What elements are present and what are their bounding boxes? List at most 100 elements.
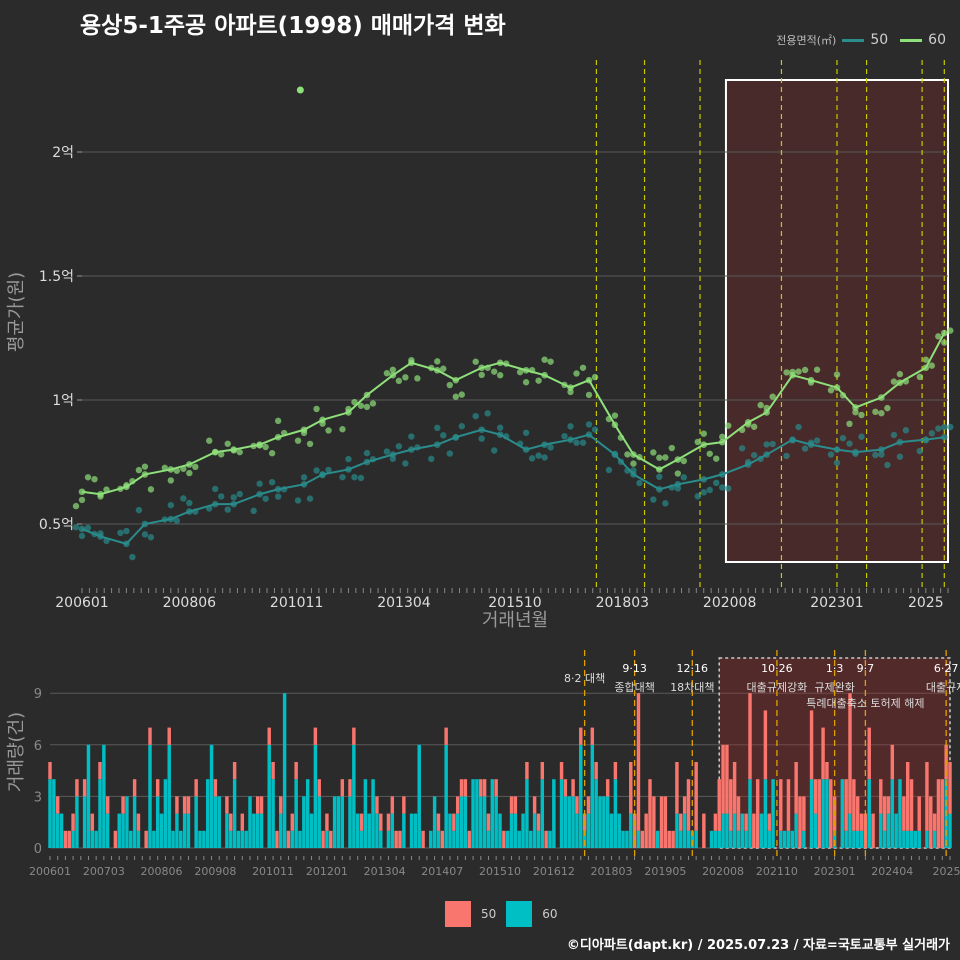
bar-60 <box>763 779 768 848</box>
data-point <box>306 440 314 448</box>
bar-50 <box>544 830 548 848</box>
data-point <box>274 493 282 500</box>
data-point <box>585 421 593 428</box>
bar-60 <box>552 779 556 848</box>
data-point <box>363 391 371 399</box>
data-point <box>789 437 796 444</box>
bar-50 <box>779 779 783 831</box>
data-point <box>878 451 885 458</box>
data-point <box>206 437 213 444</box>
x-tick-label: 201407 <box>421 865 463 878</box>
bar-50 <box>525 762 529 780</box>
bar-60 <box>782 830 787 848</box>
data-point <box>123 527 130 535</box>
bar-50 <box>932 813 937 831</box>
data-point <box>496 372 504 379</box>
data-point <box>192 508 199 515</box>
bar-60 <box>925 830 929 848</box>
bar-50 <box>817 779 821 848</box>
data-point <box>72 502 80 510</box>
data-point <box>591 373 599 381</box>
bar-60 <box>125 796 129 848</box>
bar-60 <box>567 796 571 848</box>
data-point <box>274 433 282 441</box>
bar-50 <box>75 779 79 797</box>
data-point <box>896 453 904 460</box>
x-tick-label: 200908 <box>194 865 236 878</box>
bar-50 <box>71 813 75 831</box>
bar-50 <box>713 813 718 831</box>
data-point <box>402 374 409 381</box>
bar-50 <box>748 693 752 780</box>
data-point <box>827 451 835 458</box>
bar-50 <box>113 830 118 848</box>
data-point <box>161 464 169 472</box>
data-point <box>84 524 92 532</box>
data-point <box>922 356 929 363</box>
bar-60 <box>155 796 160 848</box>
data-point <box>522 366 530 374</box>
bar-50 <box>644 813 648 848</box>
bar-60 <box>205 779 210 848</box>
bar-50 <box>736 796 741 831</box>
bar-60 <box>529 830 533 848</box>
bar-50 <box>917 796 921 831</box>
bar-60 <box>852 830 856 848</box>
data-point <box>541 454 548 461</box>
data-point <box>725 485 732 492</box>
data-point <box>414 444 421 451</box>
bar-50 <box>902 796 906 831</box>
data-point <box>250 507 257 515</box>
data-point <box>858 433 865 440</box>
data-point <box>801 366 809 374</box>
bar-60 <box>902 830 906 848</box>
data-point <box>896 438 904 446</box>
data-point <box>922 364 930 372</box>
bar-60 <box>521 813 525 848</box>
data-point <box>135 466 143 474</box>
data-point <box>890 378 898 385</box>
bar-60 <box>198 830 202 848</box>
data-point <box>656 473 663 481</box>
data-point <box>280 429 288 437</box>
bar-60 <box>759 813 764 848</box>
x-tick-label: 201510 <box>488 595 541 611</box>
data-point <box>789 368 796 376</box>
bar-60 <box>136 830 141 848</box>
data-point <box>718 471 726 478</box>
data-point <box>478 435 485 442</box>
bar-60 <box>379 830 383 848</box>
bar-60 <box>302 796 306 848</box>
bar-60 <box>129 830 133 848</box>
bar-60 <box>694 830 698 848</box>
bar-60 <box>148 744 152 848</box>
data-point <box>313 405 320 413</box>
bar-50 <box>559 762 564 780</box>
data-point <box>345 455 352 463</box>
data-point <box>256 442 263 449</box>
data-point <box>783 452 790 460</box>
data-point <box>256 480 263 487</box>
bar-60 <box>475 779 479 848</box>
bar-50 <box>225 796 229 814</box>
data-point <box>890 431 898 439</box>
data-point <box>694 493 701 500</box>
policy-name-label: 종합대책 <box>614 681 654 694</box>
bar-60 <box>75 796 79 848</box>
bar-60 <box>744 830 748 848</box>
bar-50 <box>786 779 791 831</box>
bar-60 <box>513 813 518 848</box>
data-point <box>490 368 498 375</box>
data-point <box>117 485 124 492</box>
bar-50 <box>329 830 333 848</box>
bar-60 <box>432 796 437 848</box>
bar-60 <box>540 779 545 848</box>
bar-50 <box>294 762 298 780</box>
data-point <box>434 358 441 365</box>
bar-60 <box>505 830 510 848</box>
data-point <box>274 417 282 425</box>
bar-60 <box>371 779 375 848</box>
bar-60 <box>436 830 441 848</box>
bar-60 <box>709 830 714 848</box>
bar-60 <box>52 779 56 848</box>
